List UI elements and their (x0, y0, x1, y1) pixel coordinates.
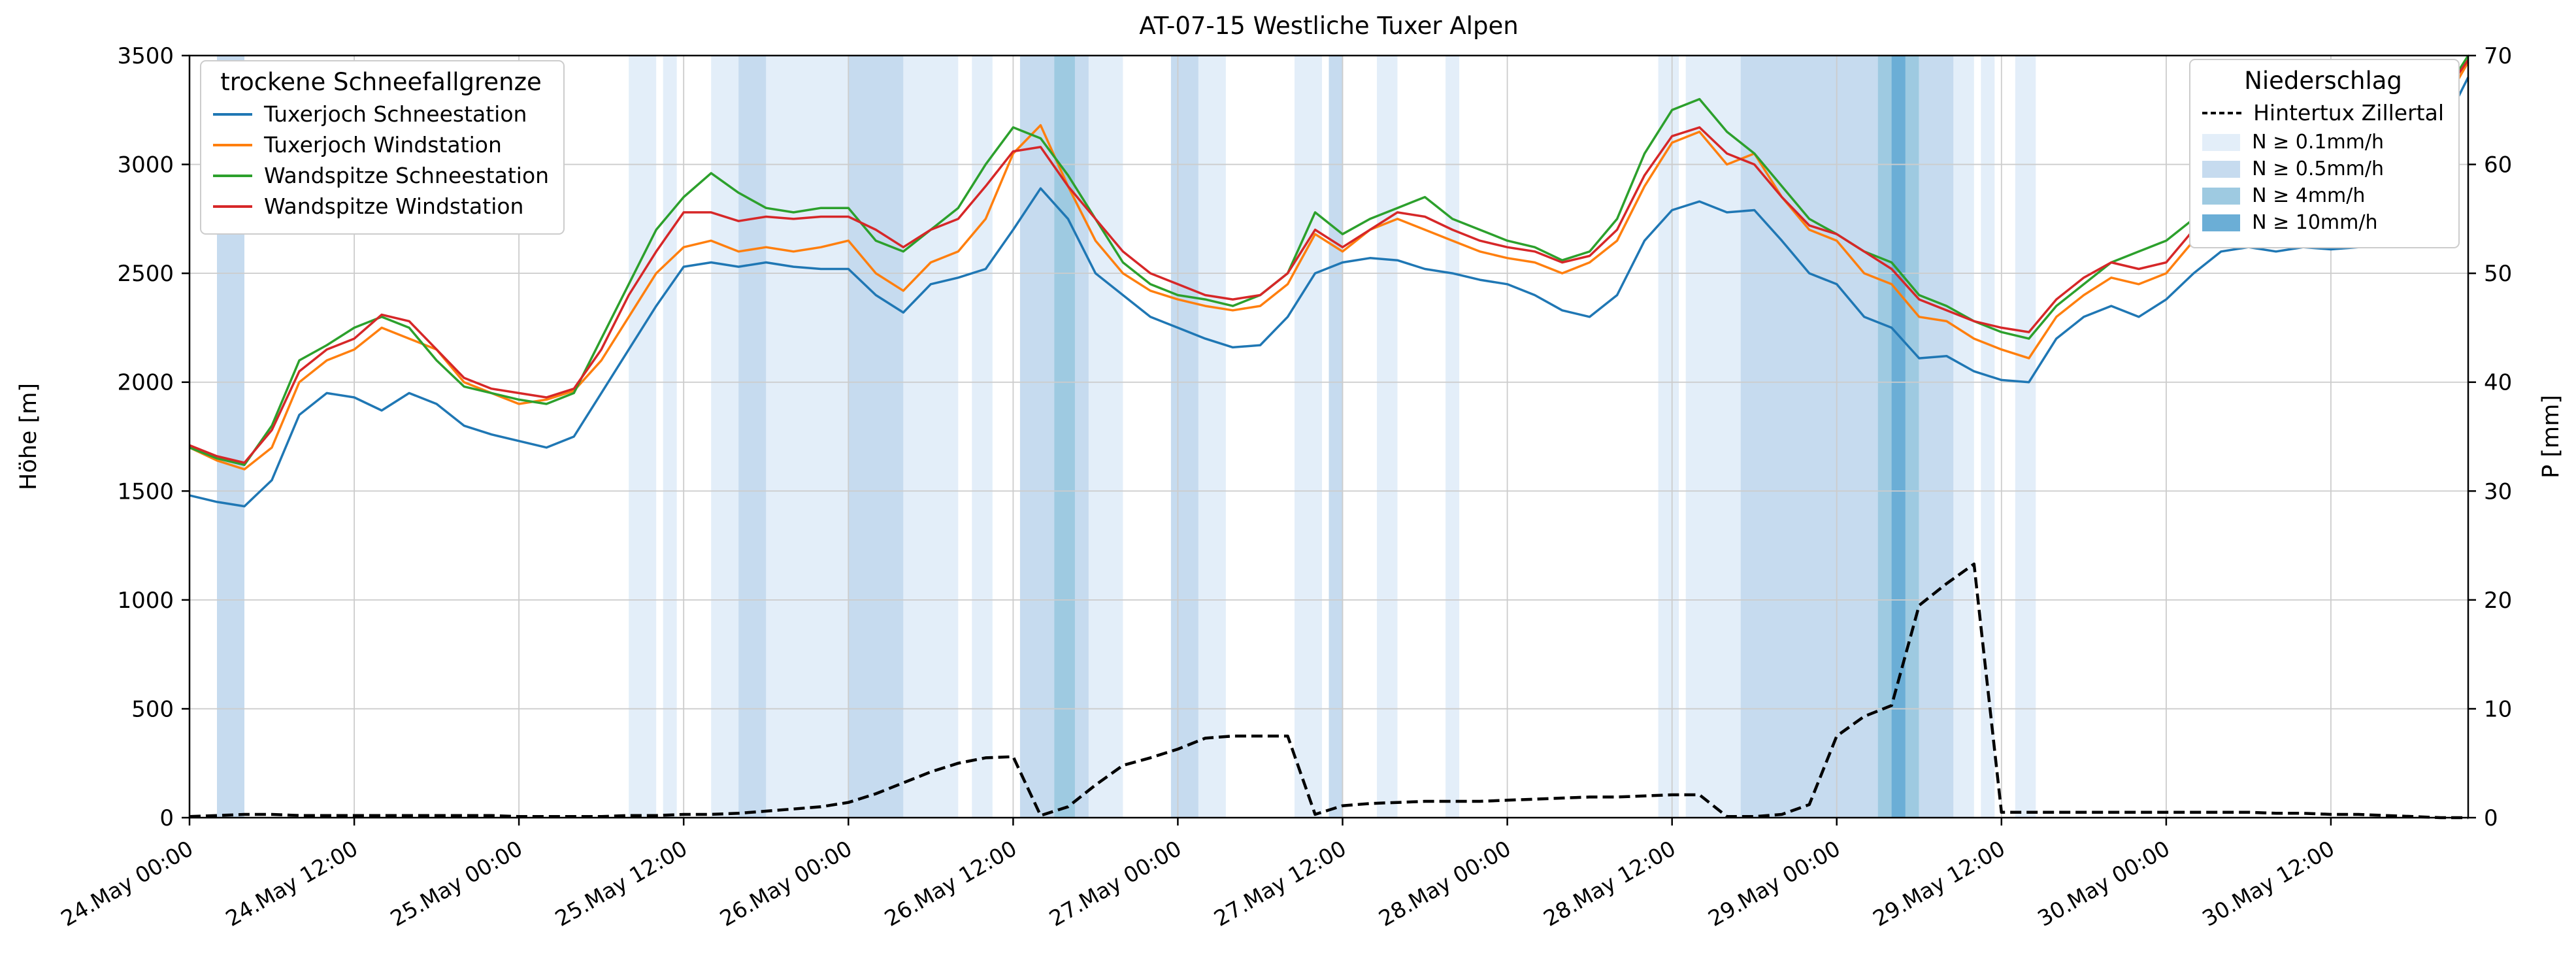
svg-text:28.May 12:00: 28.May 12:00 (1539, 835, 1679, 931)
legend-entry-precip-0.5: N ≥ 0.5mm/h (2202, 158, 2444, 180)
legend-entry-wandspitze-windstation: Wandspitze Windstation (213, 193, 549, 219)
legend-precipitation: Niederschlag Hintertux Zillertal N ≥ 0.1… (2189, 59, 2460, 248)
svg-text:1500: 1500 (117, 478, 174, 505)
svg-text:20: 20 (2484, 588, 2512, 614)
legend-entry-wandspitze-schneestation: Wandspitze Schneestation (213, 163, 549, 188)
line-swatch-icon (213, 205, 252, 208)
chart-title: AT-07-15 Westliche Tuxer Alpen (1139, 12, 1519, 40)
dashed-line-swatch-icon (2202, 111, 2242, 114)
svg-text:24.May 12:00: 24.May 12:00 (222, 835, 362, 931)
legend-entry-label: N ≥ 10mm/h (2252, 211, 2378, 234)
svg-text:2000: 2000 (117, 370, 174, 396)
legend-entry-tuxerjoch-schneestation: Tuxerjoch Schneestation (213, 101, 549, 127)
svg-text:50: 50 (2484, 261, 2512, 287)
svg-text:0: 0 (2484, 805, 2498, 831)
svg-text:70: 70 (2484, 43, 2512, 69)
svg-text:500: 500 (131, 696, 174, 722)
line-swatch-icon (213, 112, 252, 116)
line-swatch-icon (213, 143, 252, 146)
svg-text:28.May 00:00: 28.May 00:00 (1374, 835, 1515, 931)
legend-entry-label: N ≥ 4mm/h (2252, 184, 2366, 207)
svg-text:26.May 12:00: 26.May 12:00 (880, 835, 1021, 931)
legend-entry-label: N ≥ 0.1mm/h (2252, 131, 2385, 154)
line-swatch-icon (213, 174, 252, 177)
legend-entry-label: Tuxerjoch Windstation (264, 132, 502, 158)
svg-text:3500: 3500 (117, 43, 174, 69)
svg-text:30.May 12:00: 30.May 12:00 (2198, 835, 2338, 931)
legend-entry-tuxerjoch-windstation: Tuxerjoch Windstation (213, 132, 549, 158)
legend-entry-precip-4: N ≥ 4mm/h (2202, 184, 2444, 207)
legend-entry-label: Hintertux Zillertal (2253, 100, 2444, 125)
legend-snowfall-line-title: trockene Schneefallgrenze (220, 68, 542, 96)
svg-text:24.May 00:00: 24.May 00:00 (57, 835, 197, 931)
band-swatch-icon (2202, 133, 2241, 151)
svg-text:40: 40 (2484, 370, 2512, 396)
legend-entry-hintertux-zillertal: Hintertux Zillertal (2202, 100, 2444, 125)
svg-text:26.May 00:00: 26.May 00:00 (716, 835, 856, 931)
svg-text:30.May 00:00: 30.May 00:00 (2033, 835, 2173, 931)
legend-entry-label: Wandspitze Windstation (264, 193, 524, 219)
svg-text:27.May 12:00: 27.May 12:00 (1210, 835, 1350, 931)
svg-text:29.May 00:00: 29.May 00:00 (1704, 835, 1844, 931)
legend-entry-precip-0.1: N ≥ 0.1mm/h (2202, 131, 2444, 154)
legend-entry-label: Wandspitze Schneestation (264, 163, 550, 188)
svg-text:29.May 12:00: 29.May 12:00 (1868, 835, 2009, 931)
svg-text:60: 60 (2484, 152, 2512, 178)
legend-entry-precip-10: N ≥ 10mm/h (2202, 211, 2444, 234)
legend-entry-label: N ≥ 0.5mm/h (2252, 158, 2385, 180)
band-swatch-icon (2202, 160, 2241, 178)
svg-text:27.May 00:00: 27.May 00:00 (1045, 835, 1185, 931)
svg-text:25.May 00:00: 25.May 00:00 (386, 835, 527, 931)
legend-precipitation-title: Niederschlag (2244, 67, 2402, 95)
svg-text:3000: 3000 (117, 152, 174, 178)
svg-text:30: 30 (2484, 478, 2512, 505)
svg-text:2500: 2500 (117, 261, 174, 287)
svg-text:0: 0 (159, 805, 174, 831)
svg-text:25.May 12:00: 25.May 12:00 (551, 835, 691, 931)
band-swatch-icon (2202, 187, 2241, 205)
legend-snowfall-line: trockene Schneefallgrenze Tuxerjoch Schn… (200, 60, 565, 235)
legend-entry-label: Tuxerjoch Schneestation (264, 101, 527, 127)
band-swatch-icon (2202, 214, 2241, 231)
svg-text:1000: 1000 (117, 588, 174, 614)
svg-text:10: 10 (2484, 696, 2512, 722)
